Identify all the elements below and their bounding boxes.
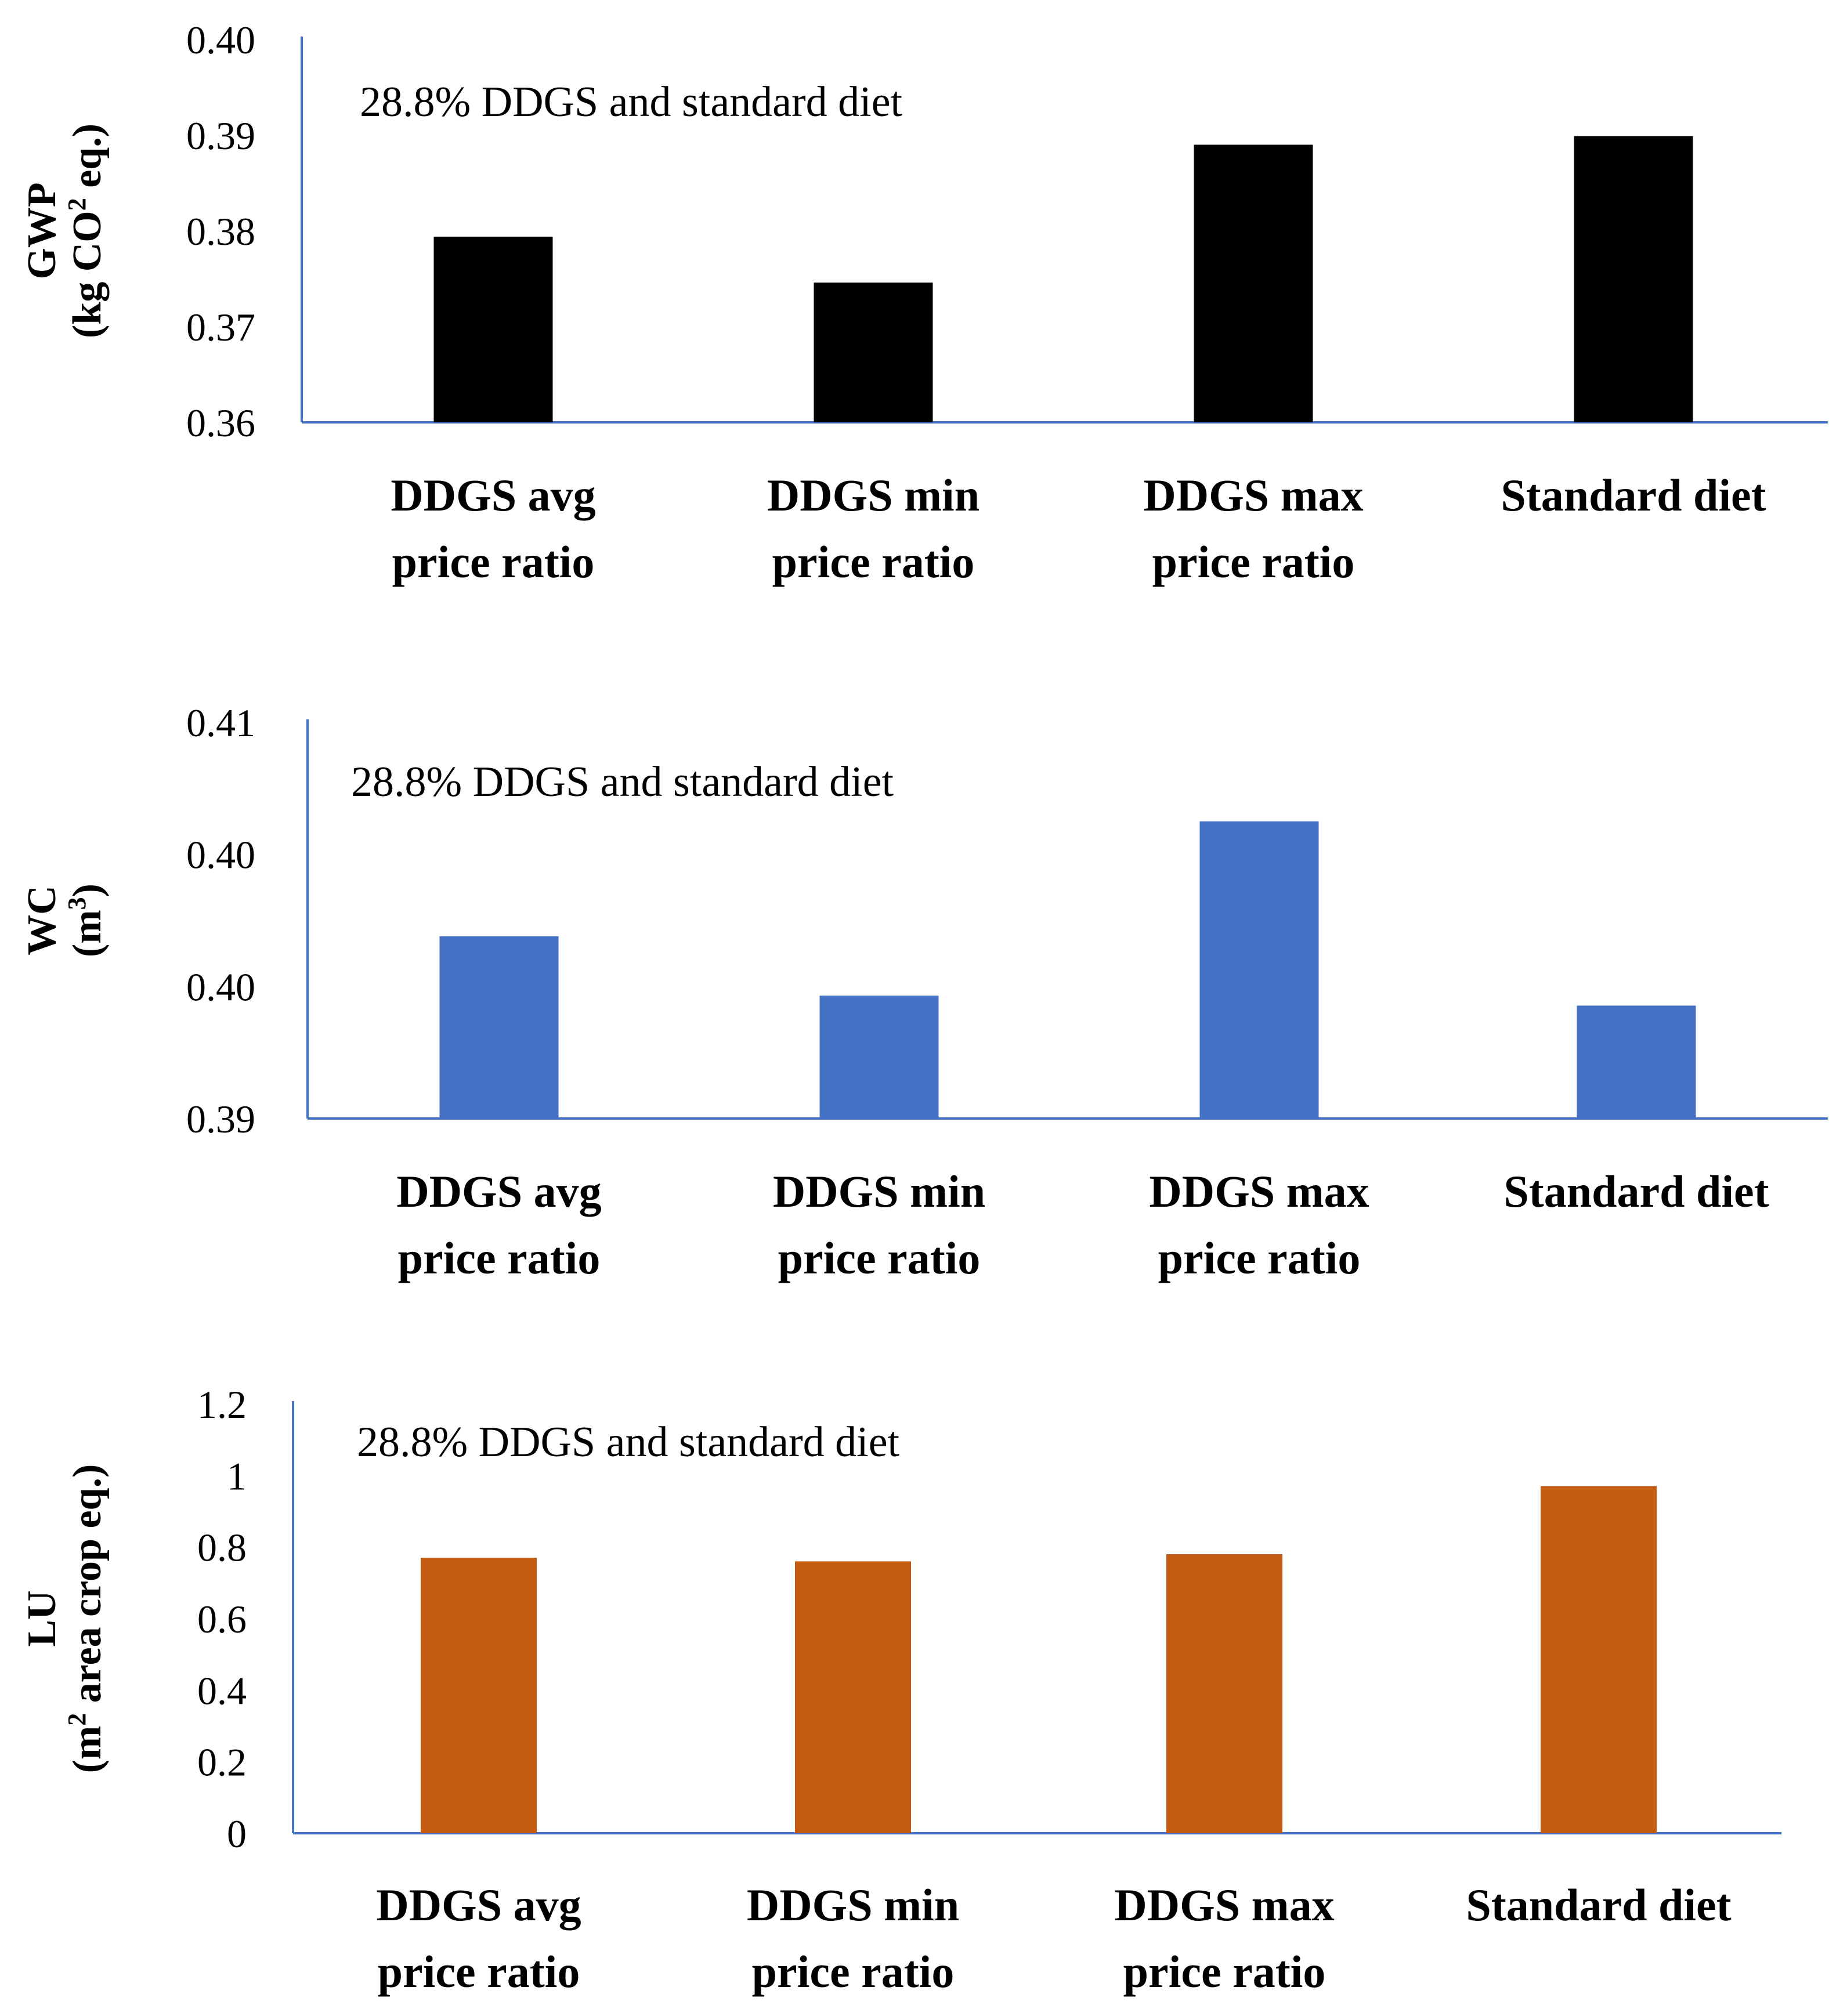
x-category-label: DDGS avg price ratio xyxy=(396,1166,601,1283)
y-axis-label-metric: LU xyxy=(20,1590,64,1646)
chart-annotation: 28.8% DDGS and standard diet xyxy=(351,758,894,806)
y-tick-label: 0.4 xyxy=(197,1668,247,1713)
y-tick-label: 0 xyxy=(227,1812,247,1856)
x-category-label: DDGS avg price ratio xyxy=(391,470,595,587)
x-category-label: DDGS max price ratio xyxy=(1114,1880,1334,1997)
y-tick-label: 0.2 xyxy=(197,1740,247,1785)
bar-ddgs-min xyxy=(814,283,933,422)
y-tick-label: 0.37 xyxy=(186,305,255,349)
y-tick-label: 1.2 xyxy=(197,1382,247,1427)
chart-panel-3: 1.2 1 0.8 0.6 0.4 0.2 0 DDGS avg price ratio DDGS… xyxy=(20,1382,1781,1997)
y-tick-label: 0.38 xyxy=(186,209,255,254)
x-category-label: Standard diet xyxy=(1503,1166,1769,1217)
x-category-label: DDGS max price ratio xyxy=(1143,470,1363,587)
y-tick-label: 1 xyxy=(227,1454,247,1498)
y-axis-label-unit: (m3) xyxy=(63,884,110,957)
bar-ddgs-max xyxy=(1194,144,1313,422)
x-category-label: DDGS min price ratio xyxy=(773,1166,985,1283)
x-category-label: DDGS max price ratio xyxy=(1149,1166,1369,1283)
chart-annotation: 28.8% DDGS and standard diet xyxy=(360,78,903,126)
y-axis-label-unit: (kg CO2 eq.) xyxy=(63,124,110,338)
y-axis-label: WC (m3) xyxy=(20,884,110,957)
bar-standard-diet xyxy=(1574,136,1693,422)
y-tick-label: 0.40 xyxy=(186,18,255,62)
y-tick-label: 0.39 xyxy=(186,114,255,158)
bar-ddgs-avg xyxy=(433,236,553,422)
chart-panel-1: 0.40 0.39 0.38 0.37 0.36 DDGS avg price ratio D… xyxy=(20,18,1828,587)
y-axis-label-metric: WC xyxy=(20,885,64,955)
bar-ddgs-min xyxy=(795,1561,911,1833)
y-tick-label: 0.36 xyxy=(186,401,255,445)
y-axis-label-unit: (m2 area crop eq.) xyxy=(63,1464,110,1773)
bar-ddgs-max xyxy=(1166,1554,1282,1833)
y-axis-label: LU(m2 area crop eq.) xyxy=(20,1464,110,1773)
y-tick-label: 0.40 xyxy=(186,833,255,877)
y-axis-label: GWP (kg CO2 eq.) xyxy=(20,124,110,338)
y-tick-label: 0.39 xyxy=(186,1097,255,1141)
chart-panel-2: 0.41 0.40 0.40 0.39 DDGS avg price ratio DDGS … xyxy=(20,701,1828,1283)
x-category-label: Standard diet xyxy=(1501,470,1766,520)
y-axis-label-metric: GWP xyxy=(20,182,64,279)
x-category-label: DDGS min price ratio xyxy=(747,1880,959,1997)
y-tick-label: 0.8 xyxy=(197,1526,247,1570)
bar-standard-diet xyxy=(1577,1005,1696,1119)
bar-standard-diet xyxy=(1541,1486,1657,1833)
y-tick-label: 0.41 xyxy=(186,701,255,745)
bar-ddgs-avg xyxy=(421,1558,537,1833)
bar-ddgs-max xyxy=(1199,821,1319,1119)
x-category-label: DDGS min price ratio xyxy=(767,470,979,587)
bar-ddgs-min xyxy=(819,996,939,1119)
y-tick-label: 0.6 xyxy=(197,1597,247,1641)
x-category-label: Standard diet xyxy=(1466,1880,1731,1930)
chart-annotation: 28.8% DDGS and standard diet xyxy=(357,1418,900,1466)
bar-ddgs-avg xyxy=(439,936,559,1119)
x-category-label: DDGS avg price ratio xyxy=(376,1880,581,1997)
y-tick-label: 0.40 xyxy=(186,965,255,1009)
